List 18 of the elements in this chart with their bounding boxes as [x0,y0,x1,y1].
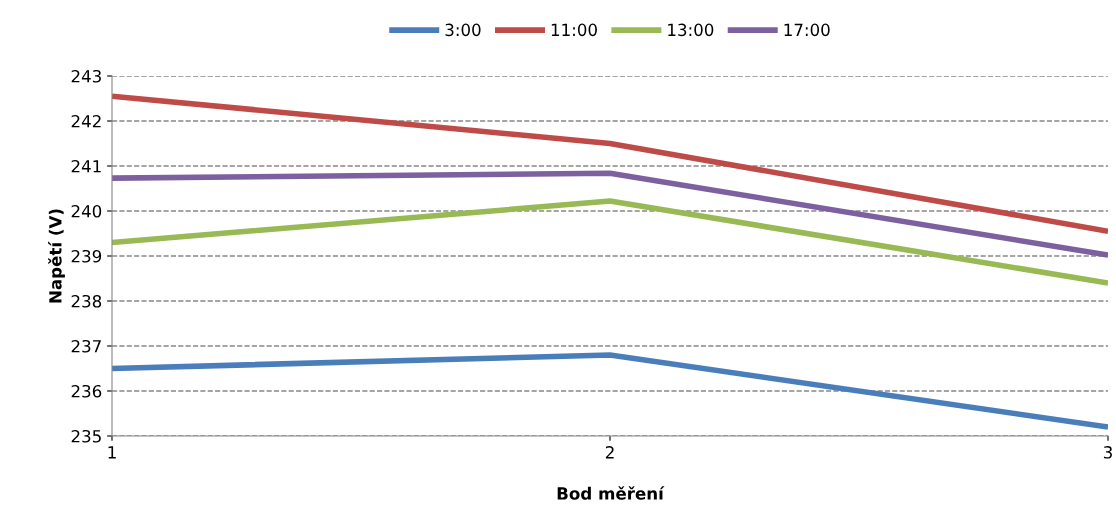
y-tick-label: 236 [71,384,102,398]
y-tick-label: 243 [71,69,101,83]
legend-label: 13:00 [668,23,714,37]
x-tick-label: 2 [605,446,614,459]
y-tick-label: 242 [71,114,101,128]
y-tick-label: 237 [71,339,101,353]
y-tick-label: 240 [71,204,102,218]
y-tick-label: 238 [71,294,102,308]
legend-label: 11:00 [551,23,597,37]
y-axis-title: Napětí (V) [48,209,65,303]
x-tick-label: 1 [108,446,116,459]
legend-label: 3:00 [445,23,481,37]
y-tick-label: 239 [71,249,102,263]
y-tick-label: 241 [71,159,101,173]
y-tick-label: 235 [71,429,101,443]
legend-label: 17:00 [784,23,830,37]
x-tick-label: 3 [1103,446,1112,459]
x-axis-title: Bod měření [557,486,665,500]
